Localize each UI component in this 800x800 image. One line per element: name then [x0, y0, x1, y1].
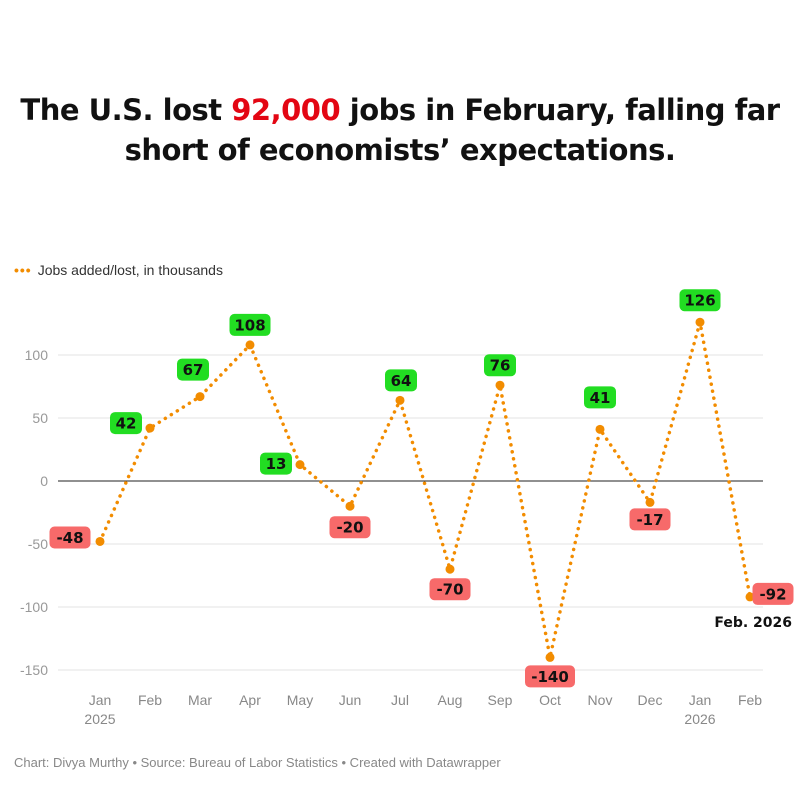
data-label-badge — [525, 665, 575, 688]
data-label-badge — [110, 412, 142, 435]
x-tick-label: Nov — [588, 692, 613, 708]
legend-line-icon: ••• — [14, 262, 32, 278]
data-label-badge — [584, 386, 616, 409]
data-label-badge — [385, 369, 417, 392]
data-label: -70 — [436, 581, 463, 599]
chart-footer: Chart: Divya Murthy • Source: Bureau of … — [14, 755, 501, 770]
data-label-badge — [429, 578, 471, 601]
data-point — [645, 497, 655, 507]
data-label-badge — [752, 582, 794, 605]
y-tick-label: -150 — [20, 662, 48, 678]
y-tick-label: 100 — [25, 347, 49, 363]
x-tick-label: Dec — [638, 692, 663, 708]
data-label: -140 — [531, 668, 569, 686]
x-tick-label: Feb — [138, 692, 162, 708]
data-label-badge — [679, 289, 721, 312]
y-tick-label: 0 — [40, 473, 48, 489]
data-label-badge — [329, 516, 371, 539]
x-tick-label: Oct — [539, 692, 561, 708]
data-label-badge — [484, 354, 516, 377]
data-point — [545, 652, 555, 662]
data-label: 42 — [116, 415, 137, 433]
data-point — [745, 592, 755, 602]
legend: ••• Jobs added/lost, in thousands — [14, 262, 223, 278]
data-point — [695, 317, 705, 327]
title-text-end: jobs in February, falling far short of e… — [124, 93, 780, 167]
data-label: -17 — [636, 511, 663, 529]
x-tick-label: May — [287, 692, 313, 708]
data-label: 108 — [234, 316, 265, 334]
chart-title: The U.S. lost 92,000 jobs in February, f… — [0, 90, 800, 170]
y-tick-label: 50 — [32, 410, 48, 426]
x-tick-label: Feb — [738, 692, 762, 708]
data-label: 13 — [266, 455, 287, 473]
data-point — [95, 536, 105, 546]
data-point — [295, 460, 305, 470]
data-label-badge — [177, 358, 209, 381]
data-label: -20 — [336, 519, 363, 537]
data-label: 126 — [684, 292, 715, 310]
x-tick-label: Apr — [239, 692, 261, 708]
data-label-badge — [229, 313, 271, 336]
data-point — [595, 424, 605, 434]
data-label: 76 — [490, 357, 511, 375]
data-point — [395, 395, 405, 405]
x-tick-label: Jan — [689, 692, 712, 708]
data-label: -48 — [56, 529, 83, 547]
series-line — [98, 321, 752, 658]
data-label: 64 — [391, 372, 412, 390]
x-tick-label: Aug — [438, 692, 463, 708]
title-highlight: 92,000 — [231, 93, 341, 127]
data-label: 41 — [590, 389, 611, 407]
y-tick-label: -50 — [28, 536, 48, 552]
y-tick-label: -100 — [20, 599, 48, 615]
data-label-badge — [629, 508, 671, 531]
legend-label: Jobs added/lost, in thousands — [37, 262, 223, 278]
x-tick-label: Jan — [89, 692, 112, 708]
data-label-badge — [260, 452, 292, 475]
x-tick-label: Jul — [391, 692, 409, 708]
x-tick-label: Jun — [339, 692, 362, 708]
data-point — [195, 392, 205, 402]
x-tick-label: Sep — [488, 692, 513, 708]
data-label-badge — [49, 526, 91, 549]
annotation-label: Feb. 2026 — [714, 615, 792, 631]
data-point — [345, 501, 355, 511]
title-text: The U.S. lost — [20, 93, 232, 127]
data-point — [495, 380, 505, 390]
data-label: -92 — [759, 585, 786, 603]
data-point — [245, 340, 255, 350]
data-point — [145, 423, 155, 433]
x-year-label: 2025 — [84, 711, 115, 727]
x-tick-label: Mar — [188, 692, 212, 708]
data-point — [445, 564, 455, 574]
x-year-label: 2026 — [684, 711, 715, 727]
data-label: 67 — [183, 361, 204, 379]
